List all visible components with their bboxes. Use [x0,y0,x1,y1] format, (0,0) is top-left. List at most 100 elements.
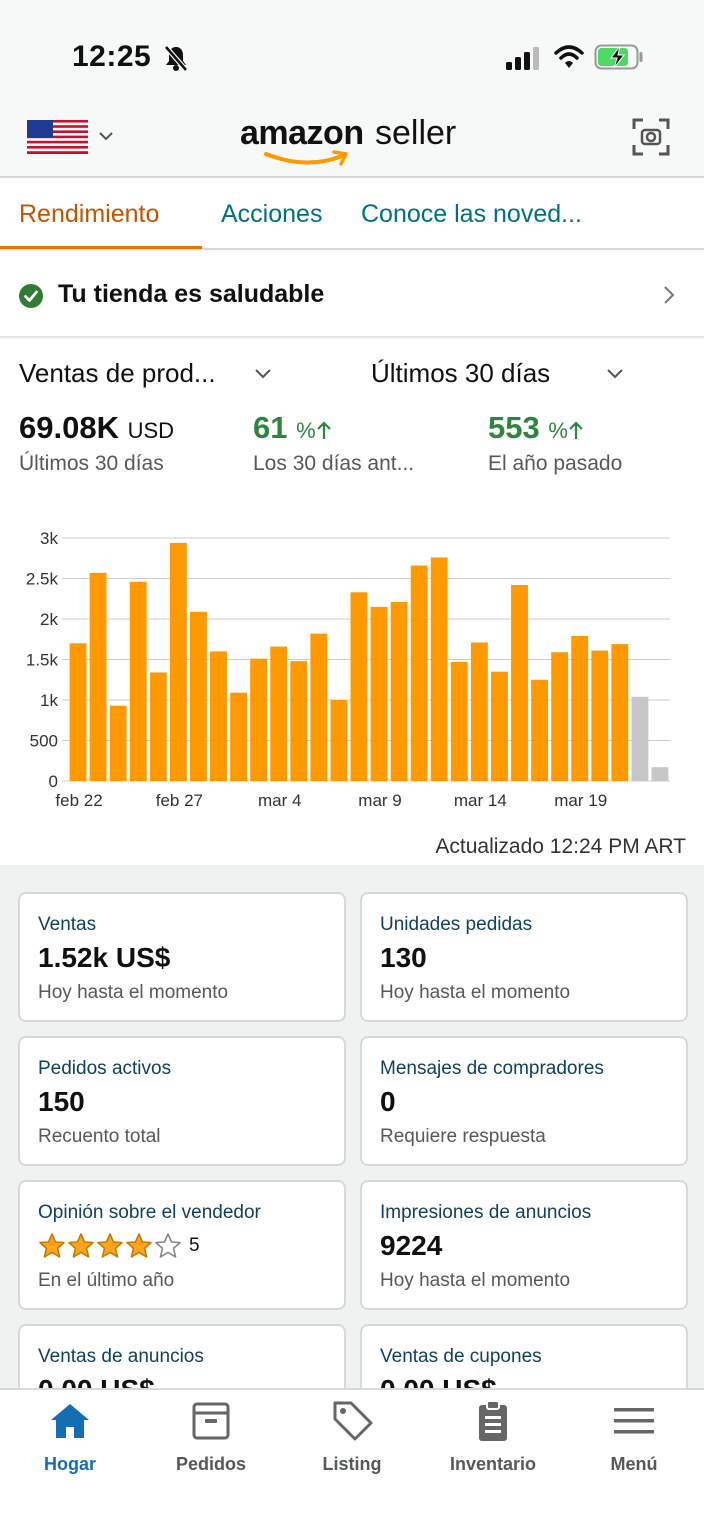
card-ventas[interactable]: Ventas 1.52k US$ Hoy hasta el momento [18,892,346,1022]
star-rating: 5 [38,1232,200,1260]
bar-mar-3[interactable] [250,658,268,781]
nav-label: Menú [610,1454,658,1474]
card-value: 0 [380,1086,396,1117]
sales-bar-chart: 0 500 1k 1.5k 2k 2.5k 3k feb 22 feb 27 mar 4 mar 9… [26,529,670,810]
metric-year-value: 553 % [488,410,622,446]
tab-acciones[interactable]: Acciones [221,200,323,228]
bar-mar-16[interactable] [511,584,528,781]
nav-hogar[interactable]: Hogar [0,1398,140,1488]
bar-mar-15[interactable] [491,671,508,781]
bar-mar-14[interactable] [470,642,488,781]
y-tick-label: 2k [40,610,58,629]
y-tick-label: 1k [40,691,58,710]
amazon-seller-logo: amazon seller [240,110,470,168]
bar-feb-24[interactable] [109,705,127,781]
bar-feb-26[interactable] [149,672,167,781]
bar-mar-18[interactable] [551,652,569,781]
metric-vs-year: 553 % El año pasado [488,410,622,476]
total-value: 69.08K [19,410,119,445]
bar-mar-12[interactable] [430,557,448,781]
nav-label: Listing [322,1454,382,1474]
bar-mar-11[interactable] [410,565,428,781]
y-tick-label: 500 [30,732,58,751]
bar-mar-13[interactable] [450,661,468,781]
star-filled-icon [97,1233,123,1258]
bar-mar-22[interactable] [631,696,649,781]
prev-unit: % [296,418,316,443]
bar-mar-10[interactable] [390,601,408,781]
card-title: Impresiones de anuncios [380,1202,592,1223]
metric-prev-label: Los 30 días ant... [253,452,415,475]
chevron-down-icon[interactable] [606,368,624,380]
bar-mar-19[interactable] [571,636,589,781]
year-value: 553 [488,410,540,445]
x-tick-label: mar 4 [258,791,301,810]
chevron-down-icon[interactable] [98,130,114,142]
tab-rendimiento[interactable]: Rendimiento [19,200,160,228]
bar-mar-23[interactable] [651,767,669,781]
box-icon [192,1402,230,1440]
logo-word: amazon [240,114,364,152]
star-empty-icon [155,1233,181,1258]
bar-mar-9[interactable] [370,606,388,781]
us-flag-icon[interactable] [27,120,88,154]
bottom-navigation: Hogar Pedidos Listing Inventario [0,1388,704,1533]
bar-mar-1[interactable] [210,651,227,781]
bar-feb-23[interactable] [89,572,107,781]
card-title: Pedidos activos [38,1058,172,1079]
wifi-icon [554,45,584,68]
store-health-row[interactable]: Tu tienda es saludable [0,252,704,338]
bar-mar-2[interactable] [230,692,247,781]
card-title: Ventas [38,914,97,935]
bar-mar-17[interactable] [531,679,548,781]
active-tab-indicator [0,246,202,249]
x-tick-label: feb 27 [156,791,203,810]
nav-menu[interactable]: Menú [564,1398,704,1488]
bar-mar-20[interactable] [591,650,609,781]
battery-charging-icon [594,44,643,70]
card-subtitle: Hoy hasta el momento [380,982,571,1003]
bar-feb-28[interactable] [190,611,207,781]
bar-mar-8[interactable] [350,592,368,781]
tab-novedades[interactable]: Conoce las noved... [361,200,582,228]
card-subtitle: Recuento total [38,1126,161,1147]
nav-pedidos[interactable]: Pedidos [141,1398,281,1488]
hamburger-icon [614,1408,654,1434]
chevron-down-icon[interactable] [254,368,272,380]
nav-listing[interactable]: Listing [282,1398,422,1488]
bar-mar-4[interactable] [270,646,288,781]
card-unidades-pedidas[interactable]: Unidades pedidas 130 Hoy hasta el moment… [360,892,688,1022]
bar-feb-25[interactable] [129,581,147,781]
card-subtitle: En el último año [38,1270,175,1291]
star-filled-icon [39,1233,65,1258]
card-mensajes-compradores[interactable]: Mensajes de compradores 0 Requiere respu… [360,1036,688,1166]
card-title: Ventas de cupones [380,1346,542,1367]
card-impresiones-anuncios[interactable]: Impresiones de anuncios 9224 Hoy hasta e… [360,1180,688,1310]
bar-feb-27[interactable] [169,542,187,781]
metric-dropdown[interactable]: Ventas de prod... [19,358,216,388]
metric-year-label: El año pasado [488,452,623,475]
star-filled-icon [126,1233,152,1258]
status-time: 12:25 [72,40,152,73]
bar-feb-22[interactable] [69,643,87,781]
logo-suffix: seller [375,114,457,152]
bar-mar-6[interactable] [310,633,328,781]
tab-bar: Rendimiento Acciones Conoce las noved... [0,178,704,250]
scan-icon[interactable] [631,117,671,157]
card-subtitle: Hoy hasta el momento [380,1270,571,1291]
card-subtitle: Hoy hasta el momento [38,982,229,1003]
card-opinion-vendedor[interactable]: Opinión sobre el vendedor 5 En el último… [18,1180,346,1310]
card-title: Ventas de anuncios [38,1346,204,1367]
y-tick-label: 0 [49,772,58,791]
bar-mar-5[interactable] [290,661,308,781]
period-dropdown[interactable]: Últimos 30 días [371,358,551,388]
card-pedidos-activos[interactable]: Pedidos activos 150 Recuento total [18,1036,346,1166]
metric-cards-grid: Ventas 1.52k US$ Hoy hasta el momento Un… [0,865,704,1390]
star-filled-icon [68,1233,94,1258]
y-tick-label: 2.5k [26,570,59,589]
card-ventas-cupones[interactable]: Ventas de cupones 0.00 US$ [360,1324,688,1390]
nav-inventario[interactable]: Inventario [423,1398,563,1488]
bar-mar-7[interactable] [330,700,348,781]
card-ventas-anuncios[interactable]: Ventas de anuncios 0.00 US$ [18,1324,346,1390]
bar-mar-21[interactable] [611,644,629,781]
